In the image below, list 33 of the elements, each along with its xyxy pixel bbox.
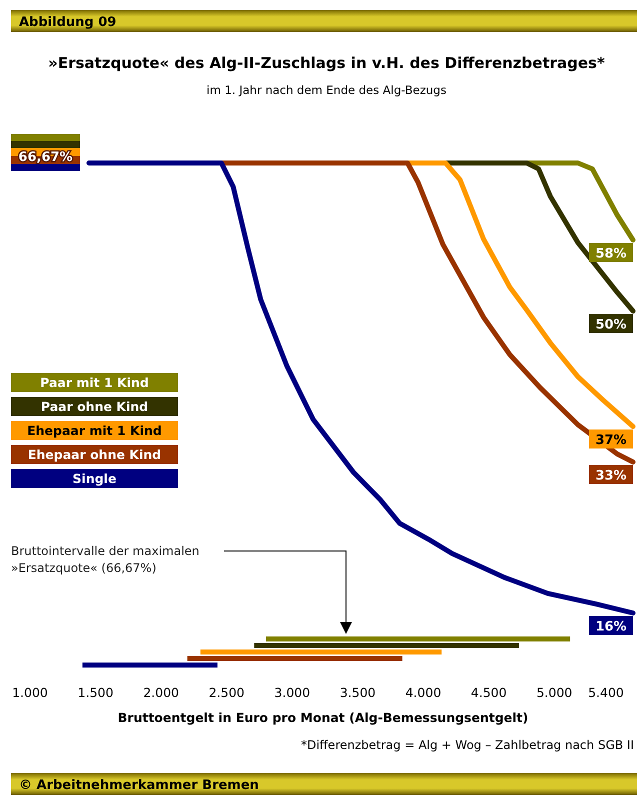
- x-tick-label: 3.000: [274, 685, 310, 700]
- chart-title: »Ersatzquote« des Alg-II-Zuschlags in v.H. des Differenzbetrages*: [48, 54, 605, 72]
- bar: [82, 662, 218, 668]
- data-label: 58%: [595, 246, 627, 262]
- bar: [266, 636, 570, 642]
- x-tick-label: 4.000: [405, 685, 442, 700]
- text: *Differenzbetrag = Alg + Wog – Zahlbetrag nach SGB II: [300, 738, 634, 752]
- chart-subtitle: im 1. Jahr nach dem Ende des Alg-Bezugs: [206, 83, 446, 97]
- text: Abbildung 09: [19, 15, 116, 30]
- x-tick-label: 2.500: [208, 685, 245, 700]
- x-tick-label: 4.500: [470, 685, 507, 700]
- bar: [200, 650, 442, 654]
- data-label: 33%: [595, 468, 627, 484]
- x-tick-label: 5.000: [536, 685, 572, 700]
- x-tick-label: 2.000: [143, 685, 180, 700]
- bar: [254, 642, 519, 648]
- text: Ehepaar ohne Kind: [28, 447, 162, 462]
- annotation: Bruttointervalle der maximalen »Ersatzquote« (66,67%): [11, 544, 200, 575]
- text: Single: [72, 471, 116, 486]
- text: Paar mit 1 Kind: [40, 375, 149, 390]
- x-axis-title: Bruttoentgelt in Euro pro Monat (Alg-Bemessungsentgelt): [118, 710, 528, 725]
- data-label: 50%: [595, 318, 627, 333]
- x-tick-label: 5.400: [588, 685, 624, 700]
- x-tick-label: 1.000: [12, 685, 48, 700]
- text: Paar ohne Kind: [40, 399, 148, 414]
- bar: [187, 656, 402, 662]
- x-tick-label: 3.500: [340, 685, 376, 700]
- annotation: 66,67%: [18, 150, 73, 165]
- data-label: 37%: [595, 433, 627, 448]
- text: © Arbeitnehmerkammer Bremen: [19, 778, 259, 793]
- text: Ehepaar mit 1 Kind: [27, 423, 162, 438]
- data-label: 16%: [595, 620, 627, 634]
- x-tick-label: 1.500: [78, 685, 114, 700]
